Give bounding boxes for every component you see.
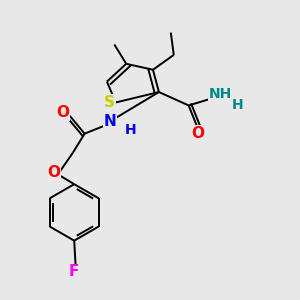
- Text: F: F: [69, 264, 80, 279]
- Text: NH: NH: [209, 86, 232, 100]
- Text: O: O: [47, 165, 61, 180]
- Text: H: H: [232, 98, 244, 112]
- Text: S: S: [104, 95, 115, 110]
- Text: N: N: [103, 114, 116, 129]
- Text: H: H: [125, 123, 136, 137]
- Text: O: O: [57, 105, 70, 120]
- Text: O: O: [191, 126, 204, 141]
